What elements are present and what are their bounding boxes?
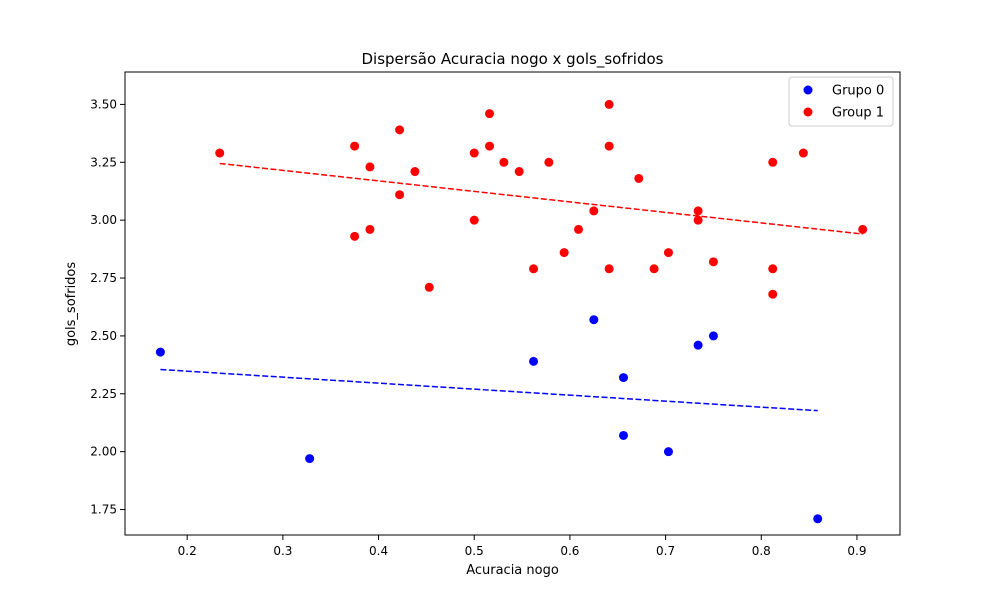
data-point-series-1 bbox=[365, 162, 375, 172]
data-point-series-0 bbox=[708, 331, 718, 341]
x-tick-label: 0.4 bbox=[369, 544, 388, 558]
y-tick-label: 3.50 bbox=[90, 97, 117, 111]
data-point-series-0 bbox=[813, 514, 823, 524]
plot-area: 0.2 0.3 0.4 0.5 0.6 0.7 0.8 0.9 1.75 2.00 2.25 2.50… bbox=[90, 71, 901, 558]
data-point-series-1 bbox=[604, 264, 614, 274]
data-point-series-1 bbox=[574, 224, 584, 234]
data-point-series-0 bbox=[305, 454, 315, 464]
chart-title: Dispersão Acuracia nogo x gols_sofridos bbox=[362, 50, 664, 69]
data-point-series-1 bbox=[469, 148, 479, 158]
data-point-series-0 bbox=[589, 315, 599, 325]
x-tick-label: 0.8 bbox=[752, 544, 771, 558]
data-point-series-0 bbox=[529, 356, 539, 366]
y-tick-label: 2.00 bbox=[90, 445, 117, 459]
data-point-series-1 bbox=[798, 148, 808, 158]
data-point-series-1 bbox=[395, 125, 405, 135]
y-tick-label: 3.25 bbox=[90, 155, 117, 169]
x-tick-label: 0.2 bbox=[178, 544, 197, 558]
data-point-series-1 bbox=[350, 141, 360, 151]
data-point-series-1 bbox=[858, 224, 868, 234]
data-point-series-1 bbox=[663, 248, 673, 258]
data-point-series-1 bbox=[589, 206, 599, 216]
y-tick-label: 2.75 bbox=[90, 271, 117, 285]
trendline-series-1 bbox=[219, 162, 863, 235]
data-point-series-1 bbox=[634, 173, 644, 183]
y-tick-label: 1.75 bbox=[90, 503, 117, 517]
legend-label: Group 1 bbox=[832, 106, 884, 121]
data-point-series-1 bbox=[708, 257, 718, 267]
data-point-series-1 bbox=[424, 282, 434, 292]
data-point-series-1 bbox=[693, 206, 703, 216]
data-point-series-1 bbox=[469, 215, 479, 225]
x-tick-label: 0.7 bbox=[656, 544, 675, 558]
y-tick-label: 2.25 bbox=[90, 387, 117, 401]
data-point-series-1 bbox=[485, 141, 495, 151]
x-tick-label: 0.5 bbox=[465, 544, 484, 558]
legend-box bbox=[788, 76, 894, 127]
legend-marker bbox=[803, 85, 813, 95]
data-point-series-1 bbox=[559, 248, 569, 258]
legend-label: Grupo 0 bbox=[832, 84, 884, 99]
y-tick-label: 2.50 bbox=[90, 329, 117, 343]
data-point-series-1 bbox=[693, 215, 703, 225]
data-point-series-1 bbox=[768, 289, 778, 299]
data-point-series-1 bbox=[604, 99, 614, 109]
x-tick-label: 0.3 bbox=[273, 544, 292, 558]
x-axis-label: Acuracia nogo bbox=[466, 563, 559, 578]
data-point-series-1 bbox=[529, 264, 539, 274]
x-tick-label: 0.6 bbox=[560, 544, 579, 558]
data-point-series-1 bbox=[768, 264, 778, 274]
data-point-series-1 bbox=[499, 157, 509, 167]
legend: Grupo 0 Group 1 bbox=[788, 76, 894, 127]
legend-marker bbox=[803, 107, 813, 117]
data-point-series-1 bbox=[604, 141, 614, 151]
data-point-series-1 bbox=[514, 167, 524, 177]
axes-frame bbox=[124, 71, 901, 536]
data-point-series-1 bbox=[485, 109, 495, 119]
data-point-series-1 bbox=[544, 157, 554, 167]
data-point-series-1 bbox=[350, 231, 360, 241]
trendline-series-0 bbox=[160, 368, 818, 412]
data-point-series-0 bbox=[618, 430, 628, 440]
data-point-series-1 bbox=[768, 157, 778, 167]
x-tick-label: 0.9 bbox=[847, 544, 866, 558]
data-point-series-1 bbox=[395, 190, 405, 200]
data-point-series-0 bbox=[663, 447, 673, 457]
data-point-series-1 bbox=[410, 167, 420, 177]
y-axis-label: gols_sofridos bbox=[64, 262, 79, 347]
y-tick-label: 3.00 bbox=[90, 213, 117, 227]
data-point-series-0 bbox=[693, 340, 703, 350]
data-point-series-1 bbox=[649, 264, 659, 274]
data-point-series-1 bbox=[215, 148, 225, 158]
data-point-series-0 bbox=[155, 347, 165, 357]
data-point-series-0 bbox=[618, 373, 628, 383]
data-point-series-1 bbox=[365, 224, 375, 234]
